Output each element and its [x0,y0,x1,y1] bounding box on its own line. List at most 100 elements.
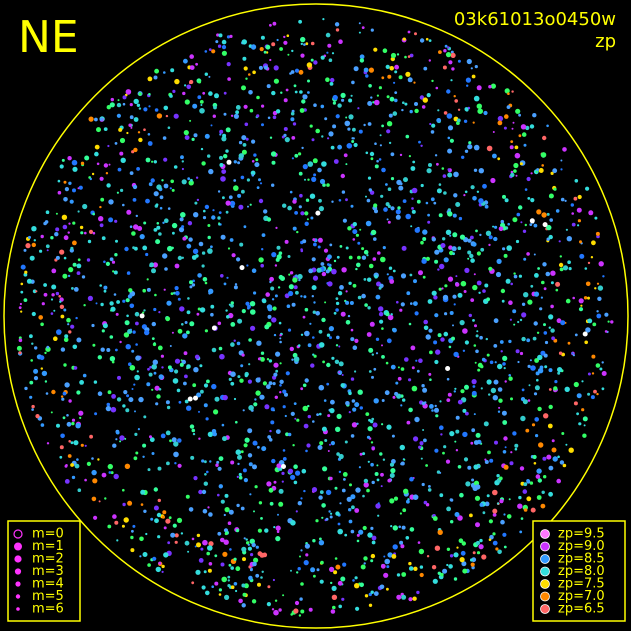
star [453,303,456,306]
star [291,475,295,479]
star [548,234,553,240]
star [392,525,398,531]
star [237,318,243,324]
star [476,251,481,256]
star [548,388,552,391]
star [174,263,180,269]
star [39,249,43,253]
star [258,65,263,70]
star [330,77,335,83]
star [481,554,487,560]
star [109,356,116,362]
star [528,384,531,387]
star [63,197,68,202]
star [247,543,250,546]
star [543,413,549,419]
star [40,423,45,427]
star [540,296,544,299]
star [423,325,429,331]
star [87,239,92,244]
star [75,423,81,429]
star [434,313,439,318]
star [274,264,278,267]
star [169,439,172,443]
star [217,44,222,48]
star [543,353,548,358]
star [162,221,165,224]
star [257,445,260,449]
star [283,133,287,137]
star [336,335,340,340]
star [492,532,496,536]
star [449,311,454,315]
star [513,323,516,326]
star [520,415,526,422]
star [184,84,187,87]
star [472,196,477,201]
star [275,525,281,531]
star [98,500,101,503]
star [269,501,274,506]
star [319,441,324,446]
star [282,405,286,409]
star [570,203,574,207]
star [137,428,140,431]
star [344,120,351,127]
star [250,170,256,176]
star [331,585,337,592]
star [382,458,386,461]
star [182,236,187,241]
star [158,374,164,380]
star [453,552,459,558]
star [337,144,342,150]
star [438,50,442,54]
star [476,103,482,109]
star [368,67,374,73]
star [338,345,341,348]
star [492,153,497,159]
star [169,187,172,190]
star [442,174,447,178]
star [427,220,431,224]
star [302,94,308,100]
star [308,607,313,612]
star [67,231,70,234]
star [345,198,348,202]
star [44,351,47,355]
star [413,301,418,306]
star [252,70,256,75]
star [132,330,136,334]
star [59,249,65,255]
star [123,517,129,523]
star [390,152,395,157]
zp-label: zp=7.0 [558,589,605,604]
star [454,387,457,390]
star [479,502,484,507]
star [310,363,315,368]
star [235,420,238,424]
star [340,383,345,388]
star [411,187,418,194]
star [518,274,523,278]
star [553,386,558,391]
star [306,218,309,221]
star [351,80,355,85]
star [130,548,135,553]
star [127,294,133,299]
magnitude-label: m=0 [32,527,64,542]
star [304,307,309,312]
star [155,203,159,207]
star [338,199,342,202]
star [157,466,162,471]
star [383,207,388,212]
bright-star [529,218,535,224]
star [467,257,470,260]
star [197,80,202,84]
star [398,525,402,529]
star [234,283,238,286]
star [214,396,220,402]
star [101,329,105,333]
star [393,81,396,84]
star [386,587,389,591]
star [76,390,81,395]
